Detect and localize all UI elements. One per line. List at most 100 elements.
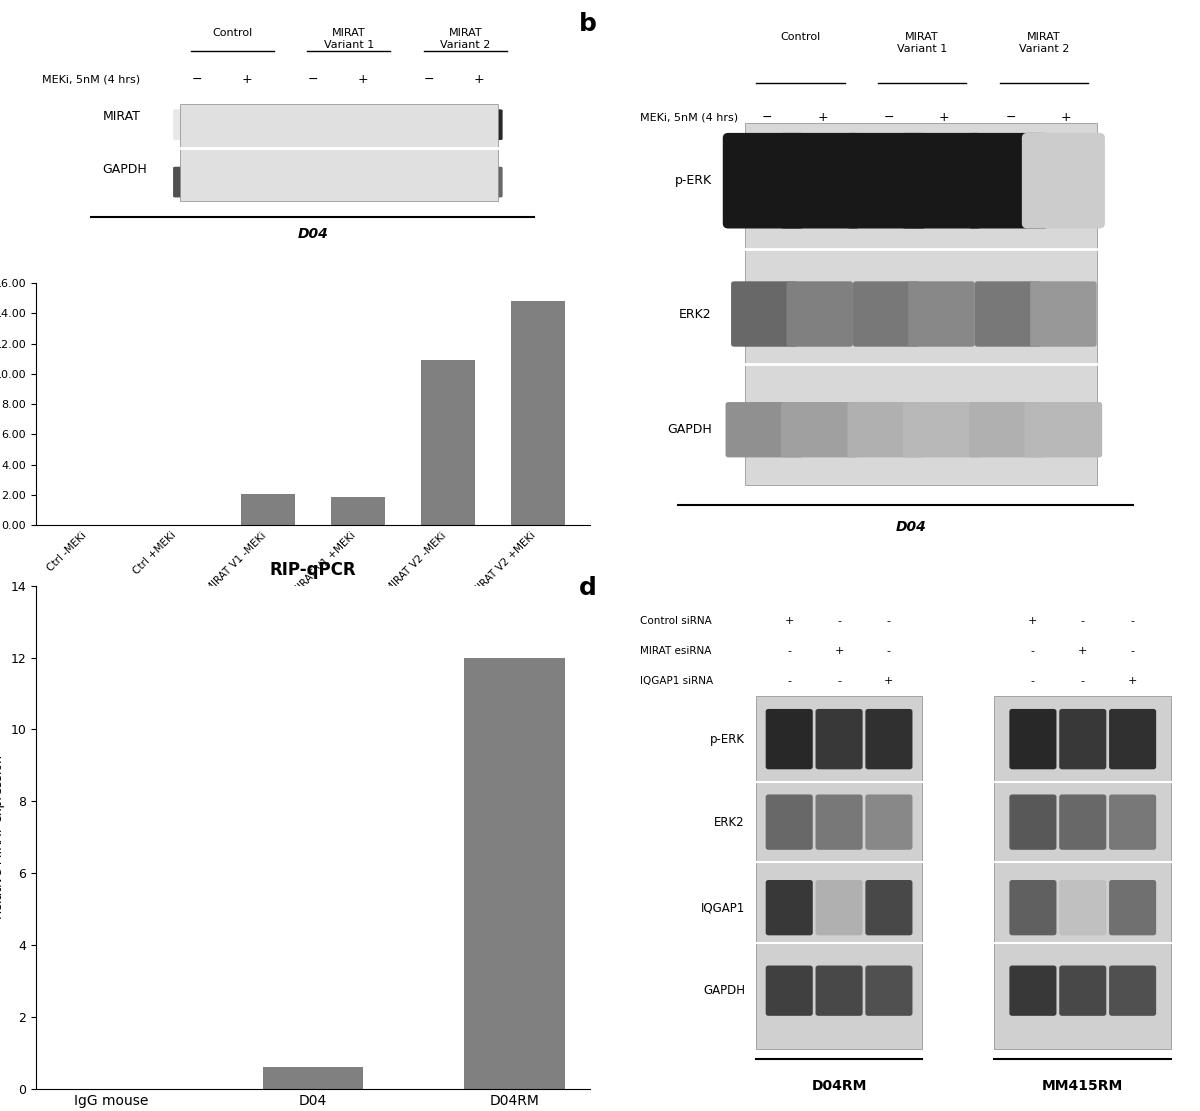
FancyBboxPatch shape (766, 880, 812, 935)
Text: +: + (1128, 677, 1138, 687)
FancyBboxPatch shape (1109, 880, 1156, 935)
Text: -: - (1081, 677, 1085, 687)
FancyBboxPatch shape (173, 109, 220, 140)
Text: +: + (817, 111, 828, 124)
FancyBboxPatch shape (786, 281, 853, 347)
FancyBboxPatch shape (173, 167, 220, 198)
FancyBboxPatch shape (994, 697, 1171, 1049)
FancyBboxPatch shape (1009, 880, 1056, 935)
Text: +: + (474, 73, 485, 87)
FancyBboxPatch shape (731, 281, 798, 347)
Text: −: − (191, 73, 202, 87)
FancyBboxPatch shape (340, 167, 386, 198)
Text: ERK2: ERK2 (714, 815, 745, 829)
FancyBboxPatch shape (1109, 965, 1156, 1015)
Text: -: - (1031, 677, 1034, 687)
FancyBboxPatch shape (406, 109, 452, 140)
Text: IQGAP1: IQGAP1 (701, 901, 745, 914)
FancyBboxPatch shape (1009, 709, 1056, 769)
FancyBboxPatch shape (1060, 965, 1106, 1015)
FancyBboxPatch shape (900, 133, 983, 229)
Text: D04: D04 (298, 227, 329, 241)
Text: MEKi, 5nM (4 hrs): MEKi, 5nM (4 hrs) (42, 74, 139, 84)
Text: -: - (838, 615, 841, 625)
Text: -: - (887, 647, 890, 657)
Text: p-ERK: p-ERK (710, 732, 745, 745)
FancyBboxPatch shape (223, 167, 270, 198)
Text: MIRAT
Variant 2: MIRAT Variant 2 (440, 29, 491, 50)
Bar (511, 301, 565, 526)
Text: +: + (1028, 615, 1038, 625)
FancyBboxPatch shape (1060, 880, 1106, 935)
FancyBboxPatch shape (340, 109, 386, 140)
Text: GAPDH: GAPDH (667, 423, 712, 437)
FancyBboxPatch shape (816, 709, 863, 769)
Text: D04RM: D04RM (811, 1079, 866, 1093)
Text: p-ERK: p-ERK (674, 174, 712, 187)
Text: −: − (307, 73, 318, 87)
FancyBboxPatch shape (1009, 965, 1056, 1015)
Text: +: + (785, 615, 794, 625)
FancyBboxPatch shape (1109, 794, 1156, 850)
Text: +: + (1061, 111, 1072, 124)
FancyBboxPatch shape (406, 167, 452, 198)
Bar (263, 1068, 364, 1089)
Bar (464, 658, 565, 1089)
FancyBboxPatch shape (865, 880, 912, 935)
Text: -: - (887, 615, 890, 625)
FancyBboxPatch shape (223, 109, 270, 140)
FancyBboxPatch shape (766, 709, 812, 769)
FancyBboxPatch shape (766, 965, 812, 1015)
FancyBboxPatch shape (1060, 794, 1106, 850)
FancyBboxPatch shape (966, 133, 1050, 229)
FancyBboxPatch shape (1109, 709, 1156, 769)
Text: Control: Control (212, 29, 253, 39)
Text: +: + (834, 647, 844, 657)
FancyBboxPatch shape (289, 167, 336, 198)
Text: +: + (358, 73, 368, 87)
Text: MM415RM: MM415RM (1042, 1079, 1123, 1093)
FancyBboxPatch shape (778, 133, 862, 229)
Text: −: − (762, 111, 773, 124)
Text: GAPDH: GAPDH (102, 163, 148, 177)
Text: MIRAT
Variant 2: MIRAT Variant 2 (1019, 32, 1069, 53)
FancyBboxPatch shape (865, 794, 912, 850)
Text: D04: D04 (895, 520, 926, 534)
Text: -: - (1081, 615, 1085, 625)
Text: +: + (1078, 647, 1087, 657)
Text: GAPDH: GAPDH (703, 984, 745, 998)
Text: d: d (578, 575, 596, 600)
Text: MIRAT: MIRAT (102, 110, 140, 123)
Text: MIRAT
Variant 1: MIRAT Variant 1 (324, 29, 374, 50)
FancyBboxPatch shape (974, 281, 1042, 347)
FancyBboxPatch shape (816, 794, 863, 850)
Text: IQGAP1 siRNA: IQGAP1 siRNA (640, 677, 713, 687)
Text: MIRAT
Variant 1: MIRAT Variant 1 (898, 32, 947, 53)
FancyBboxPatch shape (726, 402, 803, 458)
Text: -: - (787, 677, 791, 687)
Text: MEKi, 5nM (4 hrs): MEKi, 5nM (4 hrs) (640, 113, 738, 123)
Text: -: - (1130, 647, 1135, 657)
Y-axis label: Relative MIRAT expression: Relative MIRAT expression (0, 755, 5, 919)
FancyBboxPatch shape (816, 965, 863, 1015)
Text: +: + (938, 111, 949, 124)
Text: −: − (1006, 111, 1016, 124)
Text: +: + (884, 677, 894, 687)
Bar (241, 493, 295, 526)
Bar (331, 497, 385, 526)
Text: +: + (241, 73, 252, 87)
FancyBboxPatch shape (766, 794, 812, 850)
FancyBboxPatch shape (289, 109, 336, 140)
FancyBboxPatch shape (745, 123, 1097, 486)
FancyBboxPatch shape (456, 109, 503, 140)
FancyBboxPatch shape (865, 965, 912, 1015)
Text: MIRAT esiRNA: MIRAT esiRNA (640, 647, 712, 657)
FancyBboxPatch shape (781, 402, 858, 458)
Text: -: - (787, 647, 791, 657)
Text: Control: Control (780, 32, 821, 42)
FancyBboxPatch shape (1025, 402, 1102, 458)
Text: b: b (578, 12, 596, 37)
FancyBboxPatch shape (1022, 133, 1105, 229)
Title: RIP-qPCR: RIP-qPCR (270, 561, 356, 579)
FancyBboxPatch shape (845, 133, 928, 229)
